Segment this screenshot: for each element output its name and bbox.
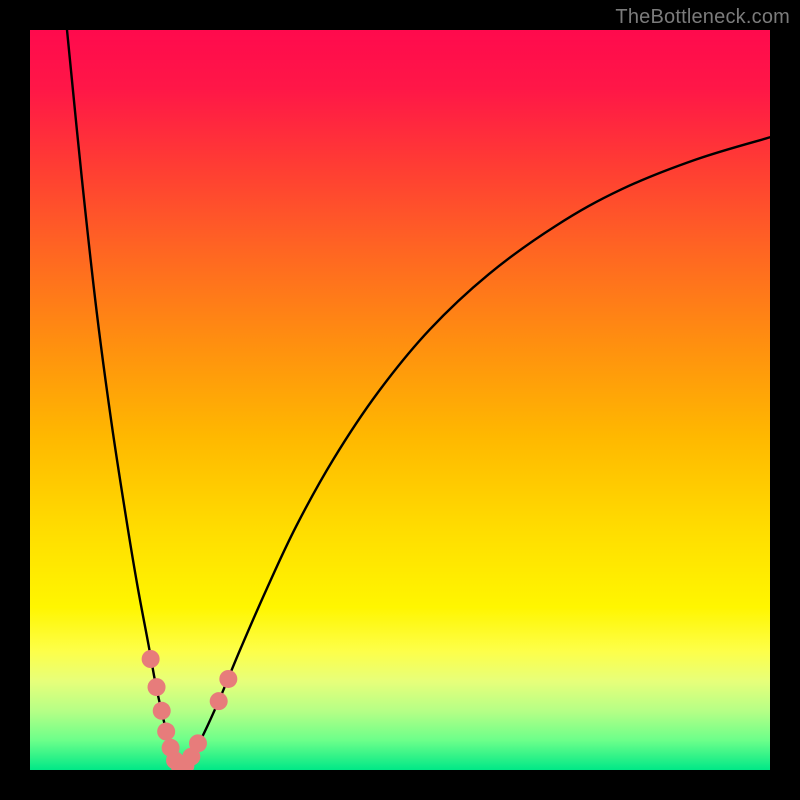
marker-dot	[142, 650, 160, 668]
bottleneck-chart	[30, 30, 770, 770]
marker-dot	[219, 670, 237, 688]
marker-dot	[153, 702, 171, 720]
watermark-label: TheBottleneck.com	[615, 6, 790, 29]
marker-dot	[210, 692, 228, 710]
marker-dot	[148, 678, 166, 696]
marker-dot	[189, 734, 207, 752]
marker-dot	[157, 723, 175, 741]
chart-container: TheBottleneck.com	[0, 0, 800, 800]
gradient-background	[30, 30, 770, 770]
